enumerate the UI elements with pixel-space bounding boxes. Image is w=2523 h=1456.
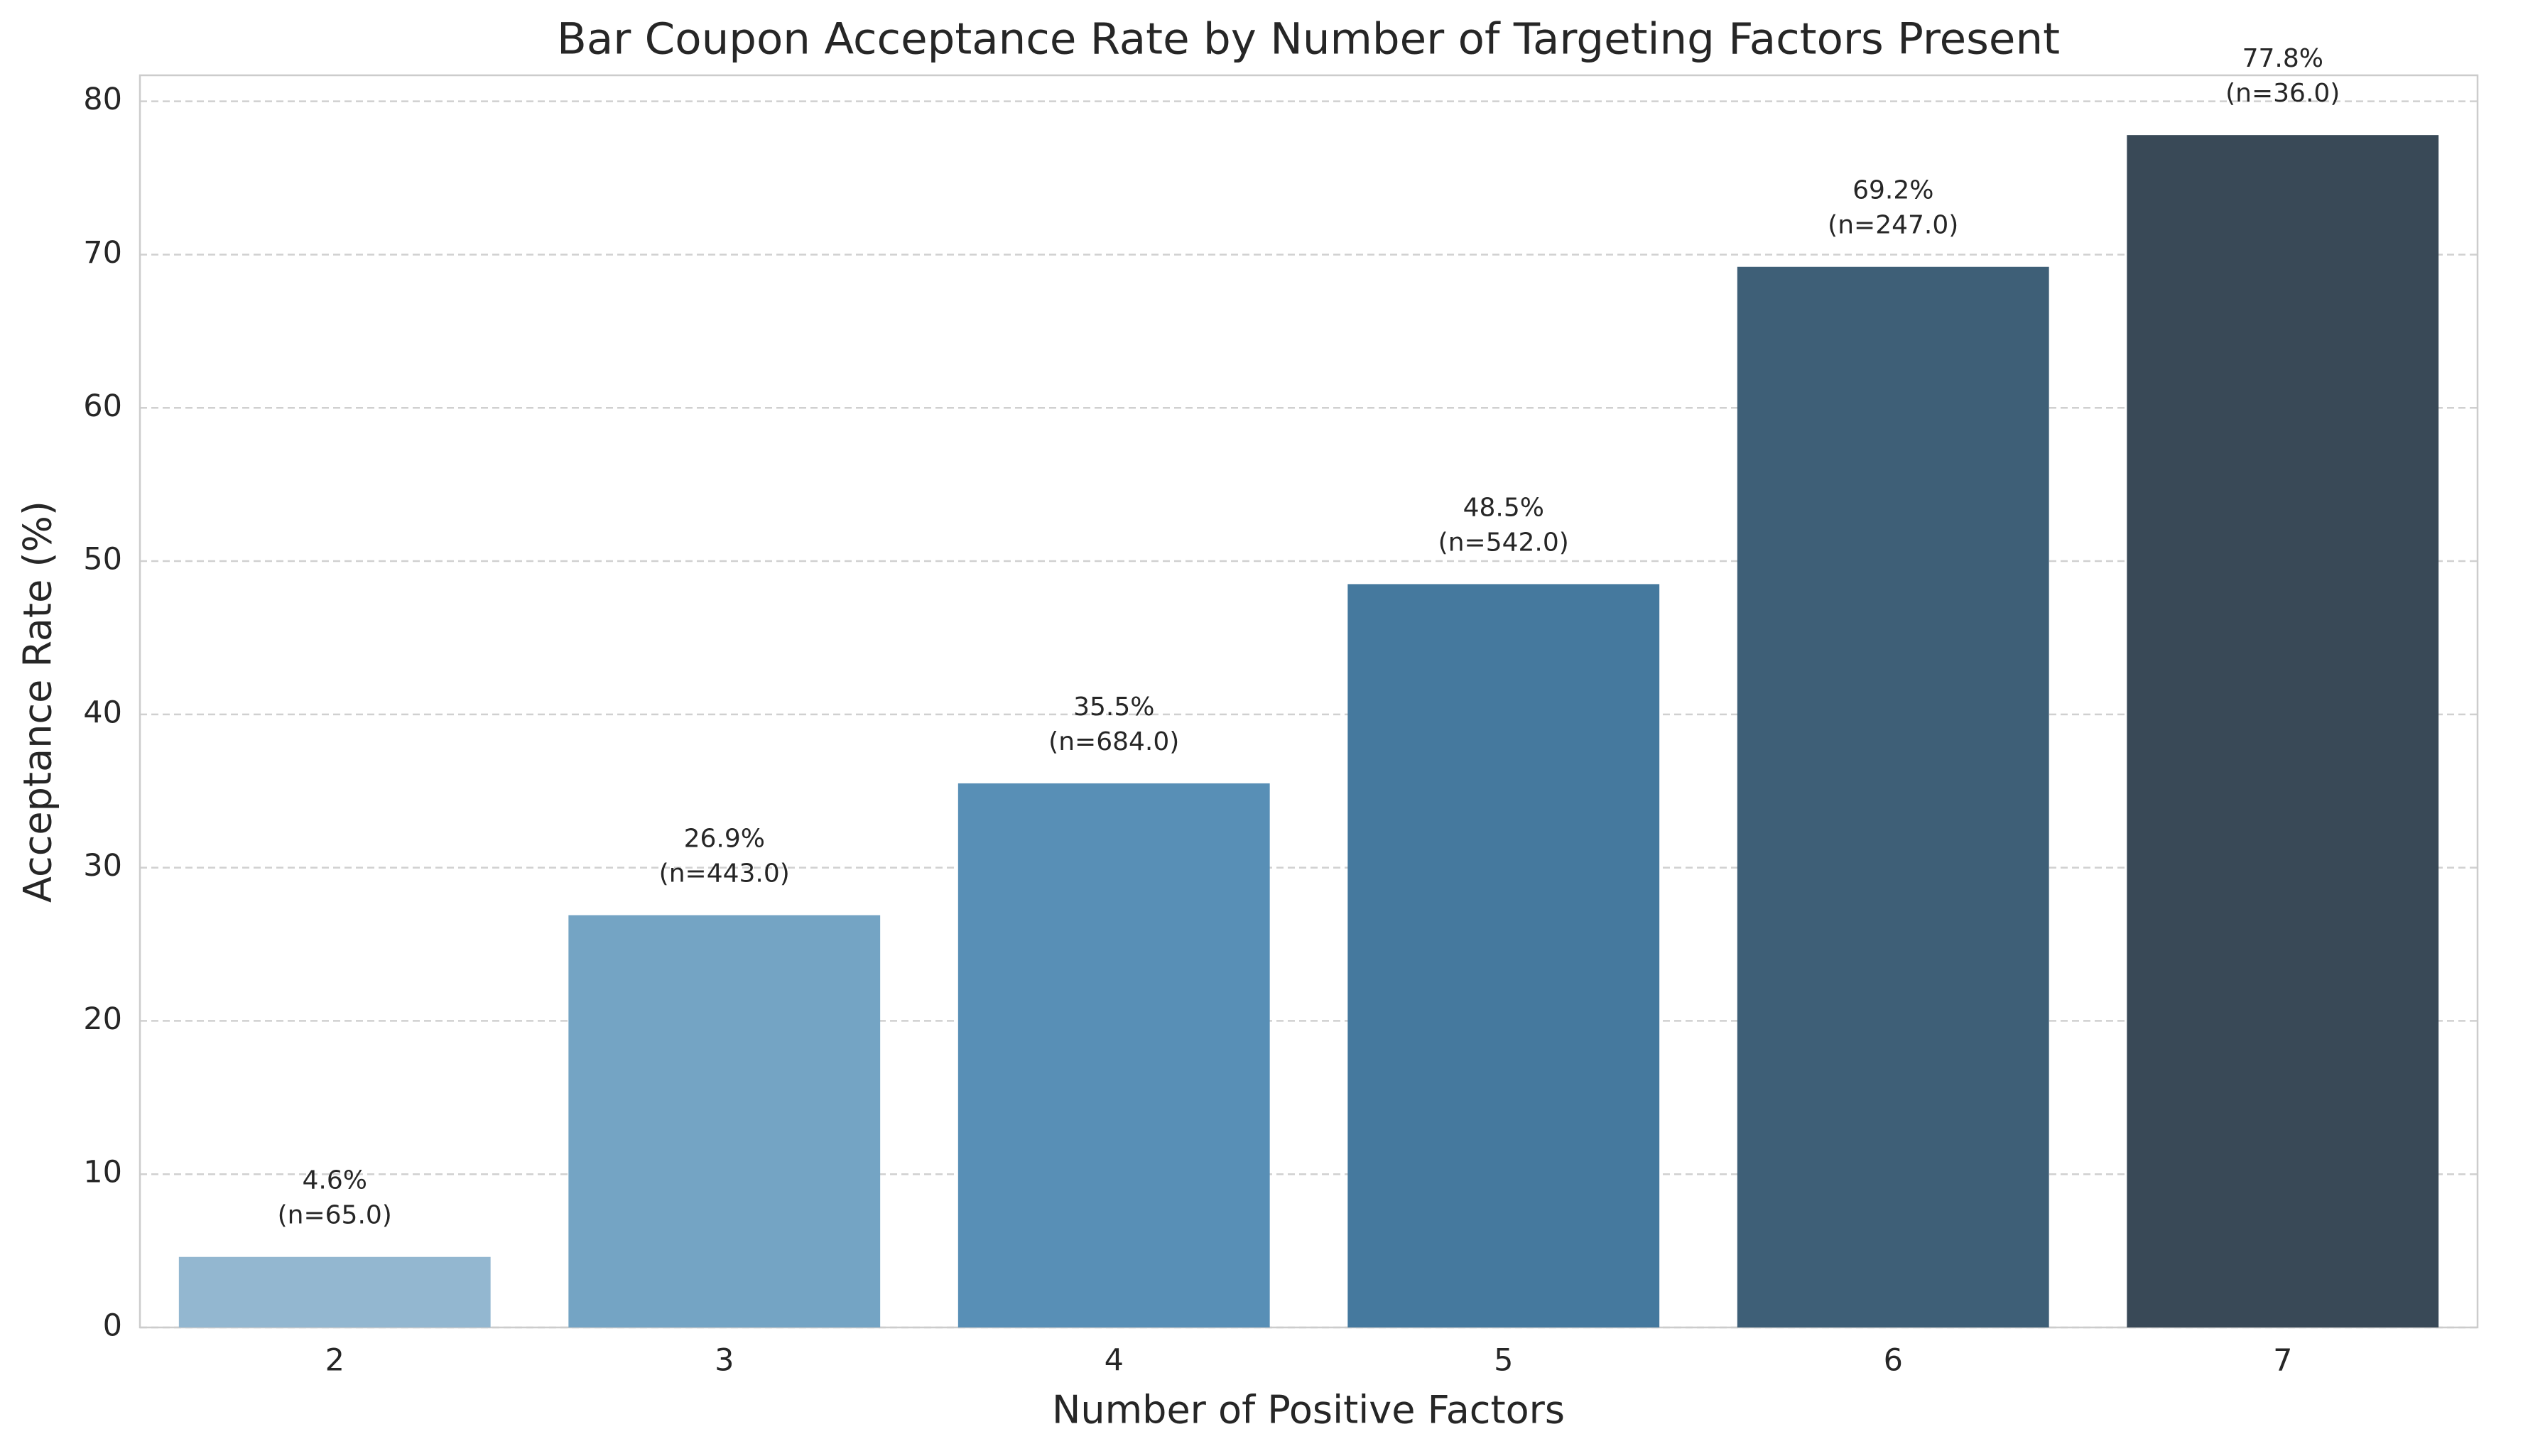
sample-label: (n=65.0) (278, 1201, 392, 1230)
value-label: 77.8% (2242, 44, 2323, 73)
sample-label: (n=684.0) (1048, 727, 1179, 756)
y-tick-label: 20 (83, 1001, 122, 1037)
plot-frame (139, 74, 2479, 1329)
y-tick-label: 0 (103, 1308, 122, 1344)
x-tick-label: 2 (325, 1343, 344, 1379)
x-tick-label: 4 (1105, 1343, 1124, 1379)
bar (2127, 135, 2439, 1327)
bar (1737, 266, 2049, 1328)
chart-title: Bar Coupon Acceptance Rate by Number of … (557, 14, 2060, 65)
y-tick-label: 10 (83, 1155, 122, 1190)
y-axis-label: Acceptance Rate (%) (16, 501, 60, 903)
bar (1347, 584, 1660, 1327)
bar (178, 1256, 491, 1327)
value-label: 35.5% (1073, 692, 1154, 722)
y-tick-label: 40 (83, 695, 122, 730)
y-tick-label: 80 (83, 82, 122, 117)
bar (957, 783, 1270, 1327)
value-label: 69.2% (1852, 176, 1933, 205)
y-tick-label: 30 (83, 848, 122, 884)
y-tick-label: 70 (83, 235, 122, 271)
y-tick-label: 50 (83, 542, 122, 577)
value-label: 4.6% (303, 1166, 367, 1195)
sample-label: (n=443.0) (659, 859, 790, 889)
sample-label: (n=36.0) (2225, 79, 2340, 108)
x-tick-label: 5 (1494, 1343, 1513, 1379)
x-tick-label: 3 (715, 1343, 734, 1379)
x-tick-label: 7 (2273, 1343, 2292, 1379)
y-tick-label: 60 (83, 389, 122, 424)
value-label: 48.5% (1463, 493, 1544, 522)
bar (568, 915, 881, 1327)
value-label: 26.9% (684, 825, 765, 854)
sample-label: (n=247.0) (1828, 211, 1958, 240)
x-axis-label: Number of Positive Factors (1052, 1388, 1565, 1433)
sample-label: (n=542.0) (1438, 528, 1569, 557)
x-tick-label: 6 (1884, 1343, 1903, 1379)
